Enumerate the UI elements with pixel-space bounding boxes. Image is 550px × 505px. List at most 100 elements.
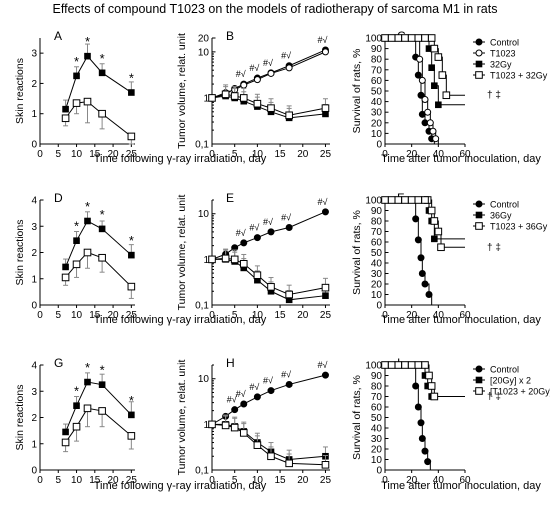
x-tick-label: 25 xyxy=(126,475,138,486)
y-tick-label: 90 xyxy=(371,44,383,55)
y-tick-label: 3 xyxy=(31,387,37,398)
y-tick-label: 70 xyxy=(371,392,383,403)
data-point xyxy=(407,196,416,204)
y-axis-label: Skin reactions xyxy=(14,220,26,286)
data-point xyxy=(438,71,447,79)
data-point xyxy=(381,361,389,369)
x-tick-label: 25 xyxy=(126,149,138,160)
data-point xyxy=(416,55,424,63)
y-tick-label: 3 xyxy=(31,49,37,60)
x-axis-title-row1: Time following γ-ray irradiation, day xyxy=(93,153,267,165)
x-tick-label: 10 xyxy=(252,475,264,486)
y-tick-label: 90 xyxy=(371,371,383,382)
y-tick-label: 40 xyxy=(371,424,383,435)
legend-marker xyxy=(475,49,483,57)
data-point xyxy=(322,292,329,299)
legend-marker xyxy=(475,365,483,373)
x-tick-label: 5 xyxy=(232,149,238,160)
data-point xyxy=(83,404,92,413)
y-tick-label: 50 xyxy=(371,87,383,98)
y-tick-label: 70 xyxy=(371,65,383,76)
significance-mark: * xyxy=(74,219,79,234)
y-axis-label: Survival of rats, % xyxy=(351,375,363,460)
data-point xyxy=(421,196,429,204)
data-point xyxy=(240,264,248,272)
x-tick-label: 25 xyxy=(126,310,138,321)
significance-mark: #√ xyxy=(281,369,291,379)
data-point xyxy=(98,253,106,262)
x-tick-label: 15 xyxy=(275,149,287,160)
y-tick-label: 30 xyxy=(371,108,383,119)
data-point xyxy=(424,108,432,116)
data-point xyxy=(230,423,239,432)
data-point xyxy=(429,127,437,135)
data-point xyxy=(414,403,422,411)
data-point xyxy=(430,44,439,53)
x-axis-title-row2: Time following γ-ray irradiation, day xyxy=(93,314,267,326)
x-axis-title-survival-row2: Time after tumor inoculation, day xyxy=(381,314,541,326)
panel-letter: B xyxy=(226,29,234,43)
data-point xyxy=(127,432,136,440)
x-tick-label: 20 xyxy=(406,310,418,321)
data-point xyxy=(253,393,261,401)
data-point xyxy=(240,400,248,408)
data-point xyxy=(414,196,423,204)
data-point xyxy=(230,92,239,100)
data-point xyxy=(434,227,443,236)
x-tick-label: 0 xyxy=(37,310,43,321)
data-point xyxy=(239,429,248,437)
y-tick-label: 0,1 xyxy=(195,466,209,477)
x-tick-label: 10 xyxy=(71,475,83,486)
legend-label: [20Gy] x 2 xyxy=(490,376,531,386)
y-tick-label: 40 xyxy=(371,97,383,108)
significance-mark: * xyxy=(85,360,90,375)
y-tick-label: 40 xyxy=(371,259,383,270)
data-point xyxy=(421,34,429,42)
x-tick-label: 5 xyxy=(55,475,61,486)
y-tick-label: 80 xyxy=(371,217,383,228)
y-tick-label: 0,1 xyxy=(195,140,209,151)
data-point xyxy=(435,101,442,109)
survival-significance: † ‡ xyxy=(487,392,501,403)
legend-label: [T1023 + 20Gy] x 2 xyxy=(490,387,550,397)
x-tick-label: 0 xyxy=(209,310,215,321)
y-tick-label: 10 xyxy=(371,455,383,466)
legend-marker xyxy=(475,60,483,68)
data-point xyxy=(434,53,443,61)
legend-marker xyxy=(475,222,483,230)
x-tick-label: 15 xyxy=(275,475,287,486)
y-tick-label: 20 xyxy=(371,280,383,291)
data-point xyxy=(430,392,439,401)
data-point xyxy=(430,217,439,225)
significance-mark: #√ xyxy=(281,212,291,222)
x-tick-label: 20 xyxy=(108,475,120,486)
data-point xyxy=(83,97,92,106)
y-tick-label: 0 xyxy=(376,466,382,477)
x-tick-label: 0 xyxy=(209,475,215,486)
significance-mark: * xyxy=(85,34,90,49)
data-point xyxy=(127,282,136,291)
significance-mark: #√ xyxy=(263,217,273,227)
data-point xyxy=(285,290,293,299)
y-tick-label: 60 xyxy=(371,238,383,249)
data-point xyxy=(401,361,409,369)
x-tick-label: 20 xyxy=(406,149,418,160)
x-tick-label: 0 xyxy=(382,310,388,321)
x-tick-label: 25 xyxy=(320,475,332,486)
significance-mark: * xyxy=(129,233,134,248)
y-tick-label: 100 xyxy=(365,361,382,372)
y-tick-label: 0 xyxy=(376,301,382,312)
legend-label: T1023 + 36Gy xyxy=(490,222,548,232)
x-tick-label: 0 xyxy=(37,149,43,160)
significance-mark: * xyxy=(129,71,134,86)
significance-mark: #√ xyxy=(317,360,327,370)
x-tick-label: 40 xyxy=(433,475,445,486)
y-tick-label: 10 xyxy=(371,290,383,301)
data-point xyxy=(426,119,434,127)
data-point xyxy=(253,441,262,449)
x-tick-label: 0 xyxy=(382,475,388,486)
significance-mark: #√ xyxy=(236,389,246,399)
x-tick-label: 5 xyxy=(232,310,238,321)
data-point xyxy=(72,422,81,431)
x-tick-label: 25 xyxy=(320,310,332,321)
